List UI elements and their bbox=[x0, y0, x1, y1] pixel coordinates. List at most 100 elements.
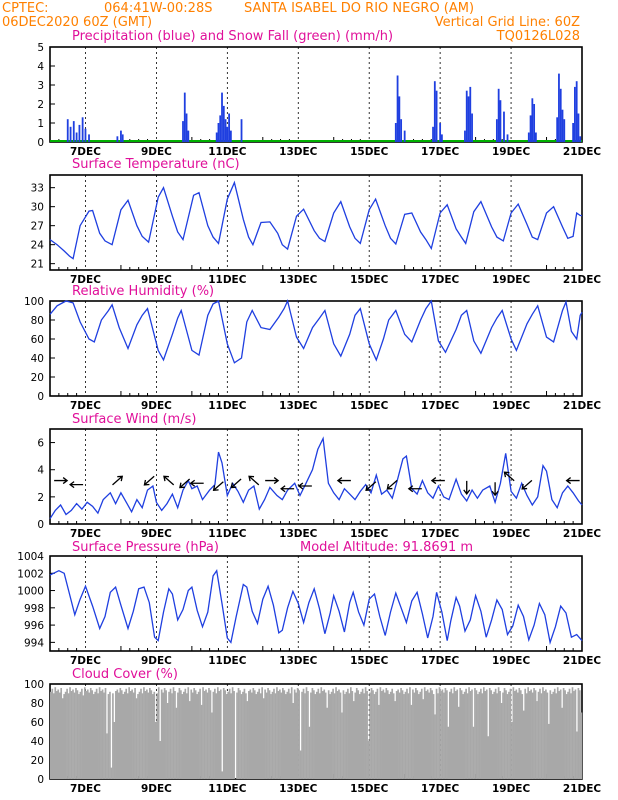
cloud-bar bbox=[138, 691, 141, 779]
cloud-bar bbox=[453, 687, 456, 779]
precip-bar bbox=[222, 105, 225, 142]
cloud-bar bbox=[202, 687, 204, 779]
temperature-series-line bbox=[49, 180, 582, 260]
cloud-bar bbox=[329, 694, 331, 779]
cloud-bar bbox=[151, 694, 154, 779]
cloud-bar bbox=[76, 690, 79, 779]
cloud-bar bbox=[456, 689, 459, 779]
cloud-bar bbox=[184, 688, 187, 779]
cloud-bar bbox=[376, 688, 379, 779]
cloud-bar bbox=[175, 707, 178, 779]
cloud-bar bbox=[169, 688, 172, 779]
cloud-bar bbox=[511, 722, 513, 779]
cloud-bar bbox=[159, 741, 162, 779]
cloud-bar bbox=[146, 689, 148, 779]
cloud-bar bbox=[318, 693, 321, 779]
cloud-bar bbox=[562, 687, 565, 779]
cloud-ytick-label: 80 bbox=[31, 698, 44, 710]
cloud-bar bbox=[187, 687, 190, 779]
temperature-xtick-label: 15DEC bbox=[350, 274, 389, 286]
cloud-bar bbox=[70, 691, 73, 779]
pressure-ytick-label: 1000 bbox=[17, 586, 44, 598]
cloud-bar bbox=[106, 733, 108, 779]
cloud-bar bbox=[188, 701, 191, 779]
cloud-bar bbox=[51, 688, 54, 779]
precip-bar bbox=[574, 86, 576, 142]
cloud-bar bbox=[181, 694, 184, 779]
cloud-bar bbox=[250, 692, 253, 779]
precip-xtick-label: 11DEC bbox=[208, 146, 247, 158]
cloud-bar bbox=[128, 687, 130, 779]
cloud-bar bbox=[336, 691, 339, 779]
cloud-bar bbox=[94, 691, 97, 779]
cloud-bar bbox=[564, 690, 566, 779]
precip-bar bbox=[556, 117, 559, 142]
cloud-bar bbox=[162, 692, 164, 779]
precip-bar bbox=[527, 132, 530, 142]
cloud-bar bbox=[177, 692, 179, 779]
cloud-bar bbox=[361, 688, 364, 779]
cloud-bar bbox=[116, 689, 119, 779]
cloud-bar bbox=[200, 704, 203, 779]
cloud-bar bbox=[83, 687, 86, 779]
cloud-xtick-label: 11DEC bbox=[208, 783, 247, 795]
pressure-xtick-label: 17DEC bbox=[421, 655, 460, 667]
cloud-bar bbox=[379, 687, 382, 779]
cloud-bar bbox=[79, 691, 82, 779]
precip-frame bbox=[49, 46, 583, 143]
cloud-bar bbox=[304, 693, 306, 779]
cloud-bar bbox=[502, 692, 504, 779]
precip-bar bbox=[503, 111, 505, 142]
cloud-xtick-label: 7DEC bbox=[70, 783, 101, 795]
cloud-bar bbox=[98, 687, 101, 779]
cloud-bar bbox=[373, 694, 376, 779]
temperature-xtick-label: 21DEC bbox=[563, 274, 602, 286]
cloud-bar bbox=[493, 691, 496, 779]
cloud-bar bbox=[344, 694, 346, 779]
cloud-bar bbox=[503, 687, 506, 779]
pressure-plot: 7DEC 9DEC 11DEC 13DEC 15DEC 17DEC 19DEC 21DEC 99… bbox=[17, 551, 601, 667]
panel-temperature: Surface Temperature (nC) 7DEC 9DEC 11DEC 13… bbox=[31, 157, 602, 286]
cloud-bar bbox=[194, 690, 197, 779]
cloud-bar bbox=[134, 687, 136, 779]
cloud-bar bbox=[268, 690, 271, 779]
cloud-bar bbox=[262, 698, 265, 779]
header-source: CPTEC: bbox=[2, 1, 49, 16]
cloud-bar bbox=[530, 689, 532, 779]
cloud-bar bbox=[561, 707, 563, 779]
cloud-bar bbox=[191, 692, 194, 779]
cloud-bar bbox=[394, 701, 396, 779]
cloud-bar bbox=[131, 689, 133, 779]
temperature-ytick-label: 24 bbox=[31, 240, 45, 252]
cloud-bar bbox=[160, 689, 163, 779]
cloud-bar bbox=[438, 687, 441, 779]
cloud-bar bbox=[383, 692, 386, 779]
cloud-bar bbox=[398, 692, 401, 779]
cloud-xtick-label: 9DEC bbox=[141, 783, 172, 795]
cloud-bar bbox=[219, 689, 222, 779]
precip-xtick-label: 13DEC bbox=[279, 146, 318, 158]
cloud-bar bbox=[218, 691, 221, 779]
cloud-bar bbox=[556, 687, 559, 779]
cloud-bar bbox=[246, 701, 249, 779]
humidity-xtick-label: 11DEC bbox=[208, 400, 247, 412]
temperature-ytick-label: 21 bbox=[31, 259, 44, 271]
precip-bar bbox=[88, 134, 90, 142]
cloud-bar bbox=[429, 687, 432, 779]
precip-bar bbox=[224, 119, 227, 142]
cloud-bar bbox=[425, 691, 428, 779]
cloud-bar bbox=[555, 693, 558, 779]
precip-bar bbox=[217, 123, 220, 142]
cloud-bar bbox=[466, 693, 469, 779]
cloud-bar bbox=[110, 767, 113, 779]
cloud-bar bbox=[97, 693, 99, 779]
cloud-bar bbox=[115, 691, 117, 779]
cloud-bar bbox=[552, 691, 555, 779]
cloud-bar bbox=[415, 687, 417, 779]
cloud-bar bbox=[174, 691, 176, 779]
pressure-xtick-label: 21DEC bbox=[563, 655, 602, 667]
cloud-bar bbox=[392, 693, 395, 779]
cloud-bar bbox=[444, 687, 447, 779]
cloud-bar bbox=[428, 692, 430, 779]
cloud-bar bbox=[432, 694, 435, 779]
